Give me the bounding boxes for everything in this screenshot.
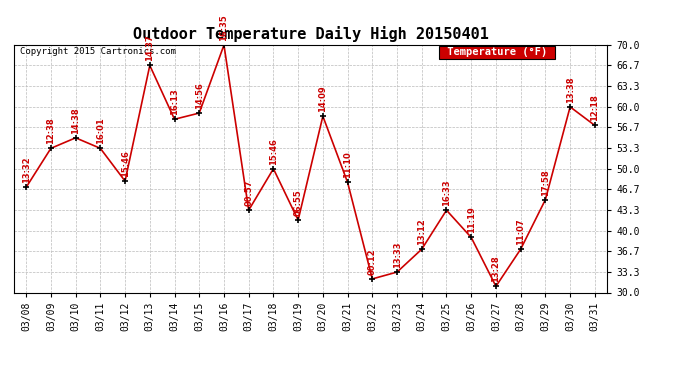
Text: 11:10: 11:10	[343, 152, 352, 178]
Text: 14:56: 14:56	[195, 82, 204, 109]
Text: 16:33: 16:33	[442, 179, 451, 206]
Text: 13:33: 13:33	[393, 242, 402, 268]
Text: 12:38: 12:38	[46, 117, 55, 144]
Text: 00:57: 00:57	[244, 180, 253, 206]
Text: 16:01: 16:01	[96, 117, 105, 144]
Text: 14:38: 14:38	[71, 107, 80, 134]
Text: 15:46: 15:46	[121, 150, 130, 177]
Text: 13:32: 13:32	[21, 156, 30, 183]
Text: 12:18: 12:18	[591, 94, 600, 121]
Text: 06:55: 06:55	[294, 189, 303, 216]
Text: 11:07: 11:07	[516, 218, 525, 245]
Text: 16:13: 16:13	[170, 88, 179, 115]
Text: 17:58: 17:58	[541, 169, 550, 195]
Text: 14:09: 14:09	[318, 86, 327, 112]
Text: Temperature (°F): Temperature (°F)	[441, 48, 553, 57]
Text: 13:12: 13:12	[417, 218, 426, 245]
Text: 00:12: 00:12	[368, 248, 377, 275]
Text: 13:28: 13:28	[491, 255, 500, 282]
Text: 14:37: 14:37	[146, 34, 155, 61]
Text: Copyright 2015 Cartronics.com: Copyright 2015 Cartronics.com	[20, 48, 176, 57]
Text: 13:38: 13:38	[566, 76, 575, 103]
Text: 11:19: 11:19	[466, 207, 475, 233]
Title: Outdoor Temperature Daily High 20150401: Outdoor Temperature Daily High 20150401	[132, 27, 489, 42]
Text: 16:35: 16:35	[219, 14, 228, 41]
Text: 15:46: 15:46	[269, 138, 278, 165]
